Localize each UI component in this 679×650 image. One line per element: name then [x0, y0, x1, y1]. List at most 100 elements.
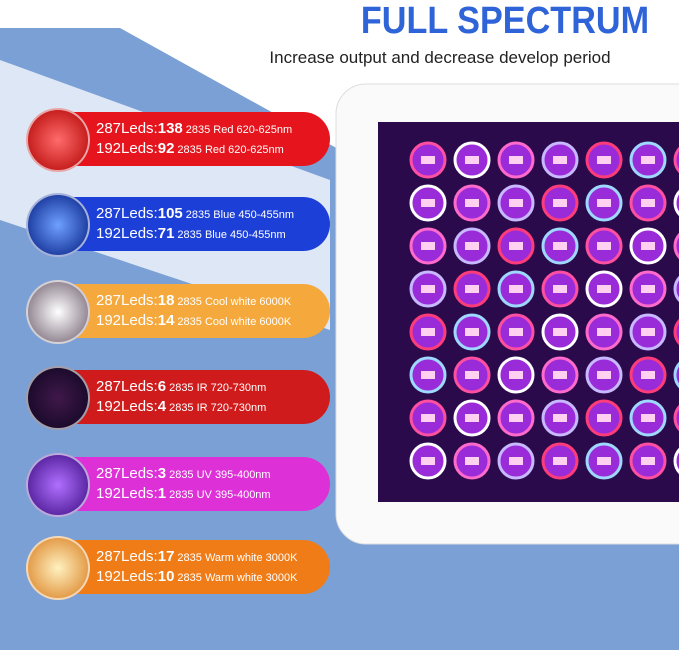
led-chip [553, 414, 567, 422]
led-total: 192Leds: [96, 312, 158, 329]
white-top [0, 0, 679, 28]
spec-line: 287Leds:6 2835 IR 720-730nm [96, 378, 266, 396]
led-chip [509, 328, 523, 336]
led-count: 18 [157, 292, 175, 309]
led-spec: 2835 Warm white 3000K [177, 552, 298, 564]
led-grid [409, 141, 679, 480]
led-chip [597, 156, 611, 164]
led-chip [465, 414, 479, 422]
led-chip [553, 328, 567, 336]
led [673, 189, 679, 217]
led-chip [509, 156, 523, 164]
led-total: 287Leds: [96, 378, 158, 395]
led-spec: 2835 Cool white 6000K [177, 316, 292, 328]
led-spec: 2835 Blue 450-455nm [177, 229, 286, 241]
led-chip [553, 457, 567, 465]
led-chip [421, 156, 435, 164]
led-chip [421, 285, 435, 293]
led-chip [421, 242, 435, 250]
led-spec: 2835 IR 720-730nm [169, 402, 267, 414]
led-spec: 2835 UV 395-400nm [169, 489, 271, 501]
led [673, 447, 679, 475]
spec-panel: 287Leds:105 2835 Blue 450-455nm 192Leds:71… [26, 193, 330, 257]
led-spec: 2835 Red 620-625nm [185, 124, 293, 136]
spec-line: 192Leds:4 2835 IR 720-730nm [96, 398, 266, 416]
led-chip [641, 371, 655, 379]
led-chip [641, 242, 655, 250]
spec-line: 192Leds:92 2835 Red 620-625nm [96, 140, 284, 158]
spec-panel: 287Leds:6 2835 IR 720-730nm 192Leds:4 2835 … [26, 366, 330, 430]
led-icon [26, 453, 90, 517]
led-count: 71 [157, 225, 175, 242]
led-chip [597, 371, 611, 379]
led-chip [509, 285, 523, 293]
led-chip [597, 199, 611, 207]
led-chip [597, 285, 611, 293]
led-chip [597, 414, 611, 422]
led-chip [465, 328, 479, 336]
led-total: 192Leds: [96, 398, 158, 415]
led-chip [641, 199, 655, 207]
led-chip [509, 414, 523, 422]
spec-line: 287Leds:17 2835 Warm white 3000K [96, 548, 297, 566]
led [673, 275, 679, 303]
led-chip [641, 414, 655, 422]
led-count: 1 [157, 485, 167, 502]
led-chip [421, 371, 435, 379]
led-total: 287Leds: [96, 292, 158, 309]
led-chip [509, 242, 523, 250]
led-chip [553, 371, 567, 379]
led-chip [421, 199, 435, 207]
led-chip [641, 156, 655, 164]
led-count: 92 [157, 140, 175, 157]
led-chip [465, 457, 479, 465]
led-count: 14 [157, 312, 175, 329]
led-chip [553, 242, 567, 250]
led-total: 287Leds: [96, 548, 158, 565]
spec-line: 287Leds:105 2835 Blue 450-455nm [96, 205, 294, 223]
led-chip [597, 328, 611, 336]
led-total: 287Leds: [96, 465, 158, 482]
led-spec: 2835 UV 395-400nm [169, 469, 271, 481]
led-chip [641, 328, 655, 336]
spec-panel: 287Leds:17 2835 Warm white 3000K 192Leds:1… [26, 536, 330, 600]
led-icon [26, 193, 90, 257]
spec-line: 192Leds:10 2835 Warm white 3000K [96, 568, 297, 586]
led-count: 17 [157, 548, 175, 565]
led-chip [421, 457, 435, 465]
led-chip [509, 457, 523, 465]
spec-panel: 287Leds:138 2835 Red 620-625nm 192Leds:92 2… [26, 108, 330, 172]
led-count: 4 [157, 398, 167, 415]
led-chip [641, 285, 655, 293]
led-icon [26, 108, 90, 172]
led-chip [465, 199, 479, 207]
spec-line: 287Leds:138 2835 Red 620-625nm [96, 120, 292, 138]
led [673, 146, 679, 174]
spec-line: 192Leds:71 2835 Blue 450-455nm [96, 225, 286, 243]
led-chip [509, 371, 523, 379]
spec-line: 192Leds:14 2835 Cool white 6000K [96, 312, 291, 330]
led-chip [553, 199, 567, 207]
led-count: 138 [157, 120, 183, 137]
led-chip [597, 242, 611, 250]
led [673, 404, 679, 432]
led-chip [465, 242, 479, 250]
subtitle: Increase output and decrease develop per… [269, 48, 611, 67]
led-chip [421, 414, 435, 422]
led-spec: 2835 Blue 450-455nm [185, 209, 295, 221]
led-chip [641, 457, 655, 465]
led-total: 287Leds: [96, 120, 158, 137]
spec-line: 287Leds:3 2835 UV 395-400nm [96, 465, 271, 483]
led-spec: 2835 IR 720-730nm [169, 382, 267, 394]
led-count: 105 [157, 205, 183, 222]
led-chip [553, 156, 567, 164]
led [673, 232, 679, 260]
led-count: 3 [157, 465, 167, 482]
led-icon [26, 536, 90, 600]
led-chip [421, 328, 435, 336]
title: FULL SPECTRUM [360, 0, 650, 42]
led-chip [553, 285, 567, 293]
led-chip [465, 371, 479, 379]
spec-panel: 287Leds:3 2835 UV 395-400nm 192Leds:1 2835 … [26, 453, 330, 517]
